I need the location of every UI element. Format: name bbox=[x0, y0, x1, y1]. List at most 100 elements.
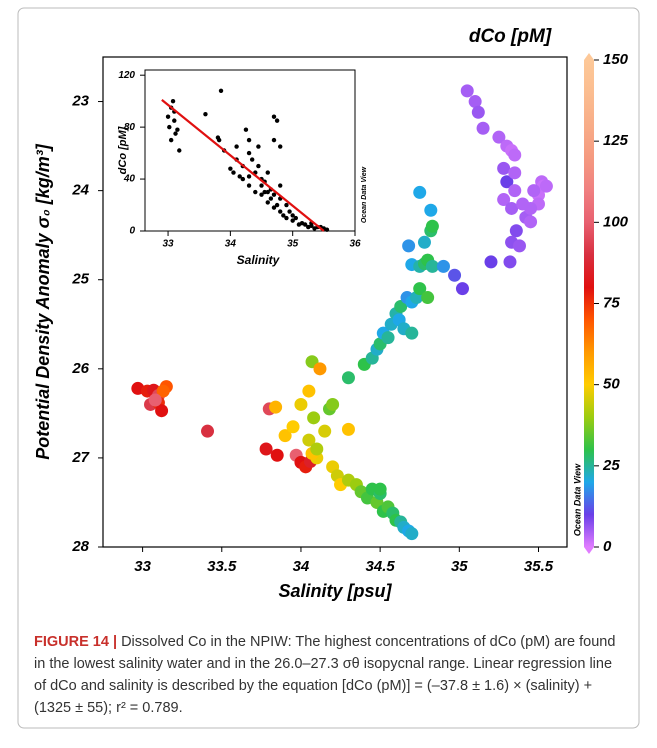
inset-point bbox=[278, 183, 283, 188]
inset-point bbox=[259, 183, 264, 188]
inset-point bbox=[243, 127, 249, 132]
inset-point bbox=[293, 215, 299, 221]
data-point bbox=[269, 400, 283, 414]
data-point bbox=[468, 95, 482, 109]
data-point bbox=[500, 175, 514, 189]
inset-point bbox=[234, 144, 239, 149]
colorbar-tick-label: 25 bbox=[602, 457, 620, 474]
inset-point bbox=[271, 114, 277, 119]
inset-point bbox=[278, 209, 283, 214]
inset-point bbox=[271, 137, 277, 143]
inset-point bbox=[281, 213, 286, 218]
inset-point bbox=[271, 205, 277, 210]
x-tick-label: 35 bbox=[451, 558, 468, 575]
inset-point bbox=[262, 189, 267, 195]
data-point bbox=[405, 326, 419, 340]
inset-point bbox=[173, 131, 178, 136]
inset-point bbox=[284, 202, 289, 208]
data-point bbox=[512, 239, 526, 253]
inset-point bbox=[274, 118, 280, 123]
colorbar-tick-label: 100 bbox=[603, 213, 629, 230]
data-point bbox=[341, 371, 355, 385]
colorbar-tick-label: 150 bbox=[603, 51, 629, 68]
inset-point bbox=[324, 227, 330, 232]
data-point bbox=[421, 291, 435, 305]
inset-point bbox=[253, 189, 258, 195]
data-point bbox=[527, 184, 541, 198]
inset-point bbox=[312, 226, 317, 231]
y-axis-label: Potential Density Anomaly σ₀ [kg/m³] bbox=[33, 143, 53, 459]
data-point bbox=[424, 203, 438, 217]
colorbar-tick-label: 75 bbox=[603, 294, 620, 311]
inset-point bbox=[290, 213, 295, 218]
data-point bbox=[405, 527, 419, 541]
data-point bbox=[286, 420, 300, 434]
inset-point bbox=[290, 218, 295, 223]
x-tick-label: 34 bbox=[293, 558, 310, 575]
data-point bbox=[313, 362, 327, 376]
inset-point bbox=[306, 224, 311, 230]
caption-label: FIGURE 14 | bbox=[34, 634, 118, 650]
data-point bbox=[460, 84, 474, 98]
data-point bbox=[318, 424, 332, 438]
inset-point bbox=[265, 170, 270, 175]
watermark: Ocean Data View bbox=[572, 463, 582, 536]
data-point bbox=[278, 429, 292, 443]
data-point bbox=[524, 201, 538, 215]
data-point bbox=[497, 161, 511, 175]
inset-point bbox=[274, 202, 280, 208]
colorbar-tick-label: 125 bbox=[603, 132, 629, 149]
data-point bbox=[156, 384, 170, 398]
inset-point bbox=[175, 127, 180, 132]
colorbar-tick-label: 0 bbox=[603, 538, 612, 555]
y-tick-label: 27 bbox=[71, 449, 89, 466]
data-point bbox=[425, 259, 439, 273]
caption-text: Dissolved Co in the NPIW: The highest co… bbox=[34, 634, 616, 716]
inset-point bbox=[246, 137, 252, 143]
regression-line bbox=[161, 99, 325, 232]
data-point bbox=[381, 331, 395, 345]
data-point bbox=[373, 482, 387, 496]
inset-point bbox=[246, 174, 252, 179]
data-point bbox=[310, 442, 324, 456]
inset-point bbox=[265, 189, 270, 195]
data-point bbox=[484, 255, 498, 269]
inset-point bbox=[203, 111, 208, 117]
data-point bbox=[425, 219, 439, 233]
y-axis-label: dCo [pM] bbox=[117, 126, 129, 174]
y-tick-label: 28 bbox=[71, 538, 89, 555]
data-point bbox=[413, 282, 427, 296]
x-tick-label: 36 bbox=[349, 239, 361, 250]
inset-point bbox=[218, 88, 224, 93]
y-tick-label: 120 bbox=[118, 70, 135, 81]
y-tick-label: 80 bbox=[124, 122, 136, 133]
inset-point bbox=[231, 170, 236, 175]
inset-point bbox=[249, 157, 255, 162]
data-point bbox=[148, 393, 162, 407]
data-point bbox=[505, 201, 519, 215]
watermark: Ocean Data View bbox=[361, 166, 368, 223]
y-tick-label: 24 bbox=[71, 182, 89, 199]
data-point bbox=[539, 179, 553, 193]
x-tick-label: 33 bbox=[162, 239, 174, 250]
data-point bbox=[471, 105, 485, 119]
inset-point bbox=[256, 144, 261, 149]
data-point bbox=[302, 384, 316, 398]
inset-point bbox=[271, 192, 277, 197]
inset-point bbox=[168, 137, 174, 143]
y-tick-label: 0 bbox=[129, 226, 135, 237]
y-tick-label: 25 bbox=[71, 271, 89, 288]
colorbar bbox=[584, 60, 594, 547]
inset-point bbox=[167, 124, 172, 130]
x-tick-label: 34 bbox=[225, 239, 237, 250]
data-point bbox=[436, 259, 450, 273]
y-tick-label: 26 bbox=[71, 360, 89, 377]
data-point bbox=[294, 397, 308, 411]
inset-axes bbox=[144, 69, 356, 232]
inset-point bbox=[237, 174, 242, 179]
y-tick-label: 40 bbox=[123, 174, 136, 185]
data-point bbox=[508, 166, 522, 180]
data-point bbox=[448, 268, 462, 282]
